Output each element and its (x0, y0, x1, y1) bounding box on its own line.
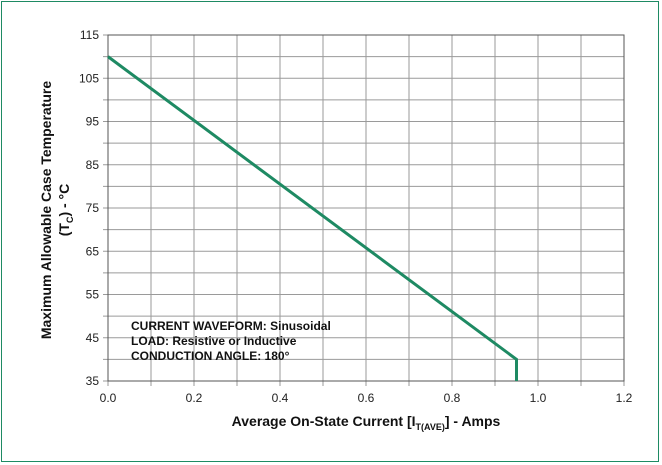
plot-border (107, 34, 625, 382)
annotation-waveform: CURRENT WAVEFORM: Sinusoidal (131, 319, 331, 333)
y-tick-label: 115 (80, 28, 99, 42)
x-tick-labels: 0.0 0.2 0.4 0.6 0.8 1.0 1.2 (100, 391, 633, 405)
y-axis-title-line1: Maximum Allowable Case Temperature (38, 81, 54, 340)
annotation-conduction: CONDUCTION ANGLE: 180° (131, 349, 290, 363)
x-tick-label: 1.0 (530, 391, 547, 405)
y-tick-label: 65 (86, 244, 100, 258)
x-tick-label: 0.6 (358, 391, 375, 405)
series-line (107, 55, 518, 381)
y-tick-label: 55 (86, 288, 100, 302)
x-tick-label: 0.8 (444, 391, 461, 405)
annotation-box: CURRENT WAVEFORM: Sinusoidal LOAD: Resis… (131, 319, 331, 363)
x-axis-title: Average On-State Current [IT(AVE)] - Amp… (232, 413, 501, 432)
annotation-load: LOAD: Resistive or Inductive (131, 334, 297, 348)
y-tick-label: 35 (86, 374, 100, 388)
y-tick-labels: 35 45 55 65 75 85 95 105 115 (79, 28, 99, 388)
y-tick-label: 45 (86, 331, 100, 345)
x-tick-label: 1.2 (616, 391, 633, 405)
y-tick-label: 105 (79, 71, 99, 85)
y-axis-title-line2: (TC) - °C (56, 184, 75, 237)
x-tick-label: 0.0 (100, 391, 117, 405)
y-tick-label: 85 (86, 158, 100, 172)
y-tick-label: 75 (86, 201, 100, 215)
y-tick-label: 95 (86, 115, 100, 129)
x-tick-label: 0.2 (186, 391, 203, 405)
x-tick-label: 0.4 (272, 391, 289, 405)
y-axis-title: Maximum Allowable Case Temperature (TC) … (38, 81, 75, 340)
